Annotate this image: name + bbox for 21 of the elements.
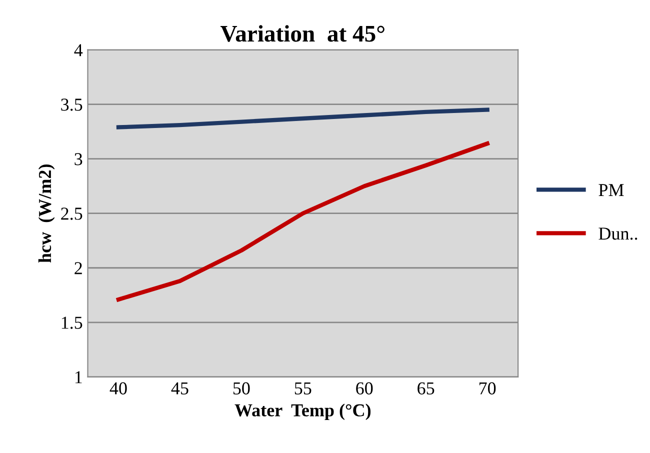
x-tick-label: 40 bbox=[110, 382, 127, 394]
y-axis-title: hcw (W/m2) bbox=[38, 164, 55, 263]
x-tick-label: 55 bbox=[294, 382, 312, 394]
x-axis-title: Water Temp (°C) bbox=[234, 404, 371, 420]
legend-label: Dun.. bbox=[598, 228, 638, 240]
x-tick-label: 45 bbox=[171, 382, 188, 394]
line-series bbox=[116, 142, 490, 302]
x-tick-label: 70 bbox=[479, 382, 496, 394]
line-series bbox=[116, 108, 490, 130]
y-tick-label: 3 bbox=[74, 153, 82, 166]
y-tick-label: 3.5 bbox=[61, 98, 82, 111]
y-tick-label: 2.5 bbox=[61, 208, 82, 220]
chart-title: Variation at 45° bbox=[220, 25, 384, 42]
x-tick-label: 60 bbox=[356, 382, 373, 394]
x-tick-label: 65 bbox=[418, 382, 434, 394]
y-tick-label: 1.5 bbox=[62, 316, 82, 329]
y-tick-label: 2 bbox=[74, 262, 82, 274]
x-tick-label: 50 bbox=[233, 382, 250, 394]
y-tick-label: 4 bbox=[74, 44, 83, 56]
y-tick-label: 1 bbox=[75, 371, 82, 384]
legend-label: PM bbox=[598, 184, 624, 196]
